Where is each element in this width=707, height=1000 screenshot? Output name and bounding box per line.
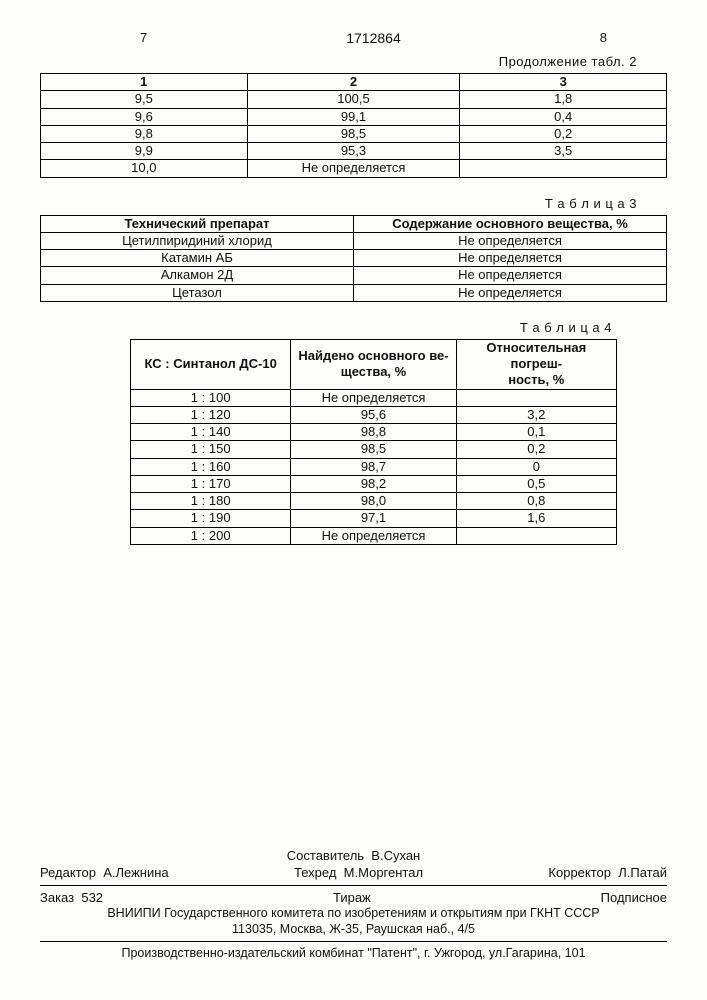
techred-name: М.Моргентал (344, 865, 423, 880)
cell: Не определяется (354, 250, 667, 267)
table4: КС : Синтанол ДС-10Найдено основного ве-… (130, 339, 617, 545)
table4-caption: Т а б л и ц а 4 (130, 320, 612, 335)
cell: 0,1 (456, 424, 616, 441)
table3-caption: Т а б л и ц а 3 (40, 196, 637, 211)
cell: Катамин АБ (41, 250, 354, 267)
footer: Составитель В.Сухан Редактор А.Лежнина Т… (40, 848, 667, 962)
cell: 1,6 (456, 510, 616, 527)
cell: Не определяется (354, 232, 667, 249)
subscribed: Подписное (601, 890, 667, 906)
cell: 1,8 (460, 91, 667, 108)
order-label: Заказ (40, 890, 74, 905)
composer-label: Составитель (287, 848, 364, 863)
corrector-label: Корректор (548, 865, 611, 880)
cell: Не определяется (291, 527, 456, 544)
col-header: Найдено основного ве- щества, % (291, 339, 456, 389)
page-right: 8 (600, 30, 607, 46)
cell: 1 : 100 (131, 389, 291, 406)
col-header: Содержание основного вещества, % (354, 215, 667, 232)
divider-2 (40, 941, 667, 942)
addr1: 113035, Москва, Ж-35, Раушская наб., 4/5 (40, 922, 667, 938)
cell: Цетилпиридиний хлорид (41, 232, 354, 249)
col-header: Технический препарат (41, 215, 354, 232)
org2: Производственно-издательский комбинат "П… (40, 946, 667, 962)
cell (460, 160, 667, 177)
cell: 0,2 (460, 125, 667, 142)
cell: 0,2 (456, 441, 616, 458)
cell: 1 : 190 (131, 510, 291, 527)
cell (456, 527, 616, 544)
divider (40, 885, 667, 886)
corrector: Корректор Л.Патай (548, 865, 667, 881)
cell: 0,4 (460, 108, 667, 125)
col-header: Относительная погреш- ность, % (456, 339, 616, 389)
cell: 99,1 (247, 108, 460, 125)
cell: 98,5 (291, 441, 456, 458)
org1: ВНИИПИ Государственного комитета по изоб… (40, 906, 667, 922)
cell: 3,5 (460, 143, 667, 160)
cell: 98,8 (291, 424, 456, 441)
cell: 98,2 (291, 475, 456, 492)
cell: 1 : 140 (131, 424, 291, 441)
editor-label: Редактор (40, 865, 96, 880)
cell: 98,0 (291, 493, 456, 510)
cell: 100,5 (247, 91, 460, 108)
cell: 1 : 170 (131, 475, 291, 492)
cell: Цетазол (41, 284, 354, 301)
cell: 10,0 (41, 160, 248, 177)
cell: 95,6 (291, 406, 456, 423)
techred: Техред М.Моргентал (294, 865, 423, 881)
cell: 3,2 (456, 406, 616, 423)
tirazh: Тираж (333, 890, 371, 906)
editor-name: А.Лежнина (103, 865, 168, 880)
page-left: 7 (140, 30, 147, 46)
col-header: КС : Синтанол ДС-10 (131, 339, 291, 389)
col-header: 2 (247, 74, 460, 91)
page-header: 7 1712864 8 (40, 30, 667, 46)
cell: 0,5 (456, 475, 616, 492)
cell: Не определяется (291, 389, 456, 406)
credits-row: Редактор А.Лежнина Техред М.Моргентал Ко… (40, 865, 667, 881)
cell: 1 : 180 (131, 493, 291, 510)
table2: 123 9,5100,51,8 9,699,10,4 9,898,50,2 9,995,… (40, 73, 667, 178)
cell: 1 : 160 (131, 458, 291, 475)
cell: 0 (456, 458, 616, 475)
col-header: 3 (460, 74, 667, 91)
composer-name: В.Сухан (371, 848, 420, 863)
cell (456, 389, 616, 406)
cell: 0,8 (456, 493, 616, 510)
cell: 95,3 (247, 143, 460, 160)
cell: 1 : 120 (131, 406, 291, 423)
cell: Алкамон 2Д (41, 267, 354, 284)
order-row: Заказ 532 Тираж Подписное (40, 890, 667, 906)
cell: 1 : 150 (131, 441, 291, 458)
order-num: 532 (81, 890, 103, 905)
corrector-name: Л.Патай (618, 865, 667, 880)
techred-label: Техред (294, 865, 336, 880)
cell: 97,1 (291, 510, 456, 527)
cell: 1 : 200 (131, 527, 291, 544)
col-header: 1 (41, 74, 248, 91)
composer-line: Составитель В.Сухан (40, 848, 667, 864)
cell: Не определяется (247, 160, 460, 177)
cell: 9,9 (41, 143, 248, 160)
table3: Технический препаратСодержание основного… (40, 215, 667, 302)
cell: 98,7 (291, 458, 456, 475)
cell: 9,5 (41, 91, 248, 108)
doc-number: 1712864 (346, 30, 401, 46)
order: Заказ 532 (40, 890, 103, 906)
cell: 9,6 (41, 108, 248, 125)
page: 7 1712864 8 Продолжение табл. 2 1239,510… (0, 0, 707, 1000)
cell: 9,8 (41, 125, 248, 142)
cell: Не определяется (354, 267, 667, 284)
table2-caption: Продолжение табл. 2 (40, 54, 637, 69)
editor: Редактор А.Лежнина (40, 865, 169, 881)
cell: 98,5 (247, 125, 460, 142)
cell: Не определяется (354, 284, 667, 301)
